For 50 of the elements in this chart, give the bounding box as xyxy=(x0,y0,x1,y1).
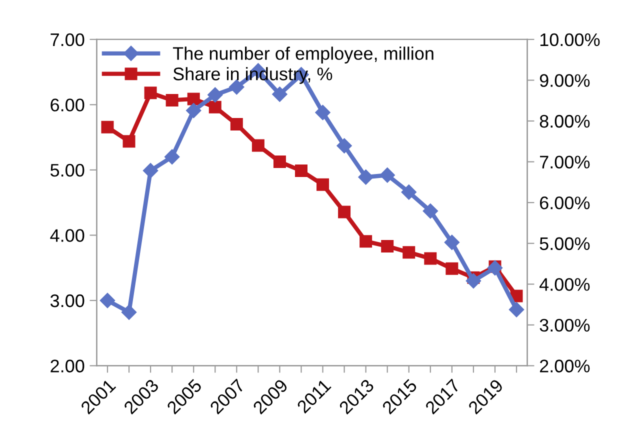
point xyxy=(121,304,137,320)
point xyxy=(336,138,352,154)
point xyxy=(252,139,264,152)
y-tick-label: 3.00 xyxy=(50,294,84,308)
point xyxy=(338,206,351,218)
y-tick-label: 7.00 xyxy=(50,33,84,46)
y2-tick-label: 9.00% xyxy=(540,74,590,87)
point xyxy=(380,168,395,183)
point xyxy=(360,235,372,248)
point xyxy=(424,252,437,265)
point xyxy=(446,262,458,275)
y2-tick-label: 7.00% xyxy=(540,156,590,169)
point xyxy=(294,164,308,178)
y-tick-label: 2.00 xyxy=(50,360,84,372)
point xyxy=(187,92,200,106)
point xyxy=(142,163,158,178)
point xyxy=(381,240,394,252)
point xyxy=(316,178,330,191)
point xyxy=(422,203,438,219)
y-tick-label: 6.00 xyxy=(50,98,84,112)
point xyxy=(444,234,460,250)
point xyxy=(208,87,223,102)
point xyxy=(101,120,114,134)
y-tick-label: 4.00 xyxy=(50,229,84,242)
point xyxy=(401,184,416,200)
y2-tick-label: 4.00% xyxy=(540,278,590,291)
y2-tick-label: 10.00% xyxy=(540,33,600,46)
point xyxy=(272,86,288,102)
point xyxy=(402,246,416,259)
point xyxy=(230,118,243,131)
y2-tick-label: 5.00% xyxy=(540,237,590,250)
point xyxy=(100,292,116,308)
point xyxy=(144,86,157,100)
point xyxy=(208,100,222,114)
point xyxy=(166,94,178,106)
point xyxy=(122,135,136,148)
point xyxy=(466,273,482,288)
y2-tick-label: 3.00% xyxy=(540,318,590,332)
point xyxy=(315,104,330,120)
point xyxy=(164,149,180,164)
point xyxy=(358,170,374,185)
legend-label: The number of employee, million xyxy=(172,46,434,64)
point xyxy=(229,79,244,95)
point xyxy=(508,302,524,318)
point xyxy=(273,156,286,168)
y2-tick-label: 6.00% xyxy=(540,196,590,210)
point xyxy=(186,102,202,118)
y-tick-label: 5.00 xyxy=(50,164,84,177)
y2-tick-label: 8.00% xyxy=(540,114,590,128)
y2-tick-label: 2.00% xyxy=(540,360,590,372)
